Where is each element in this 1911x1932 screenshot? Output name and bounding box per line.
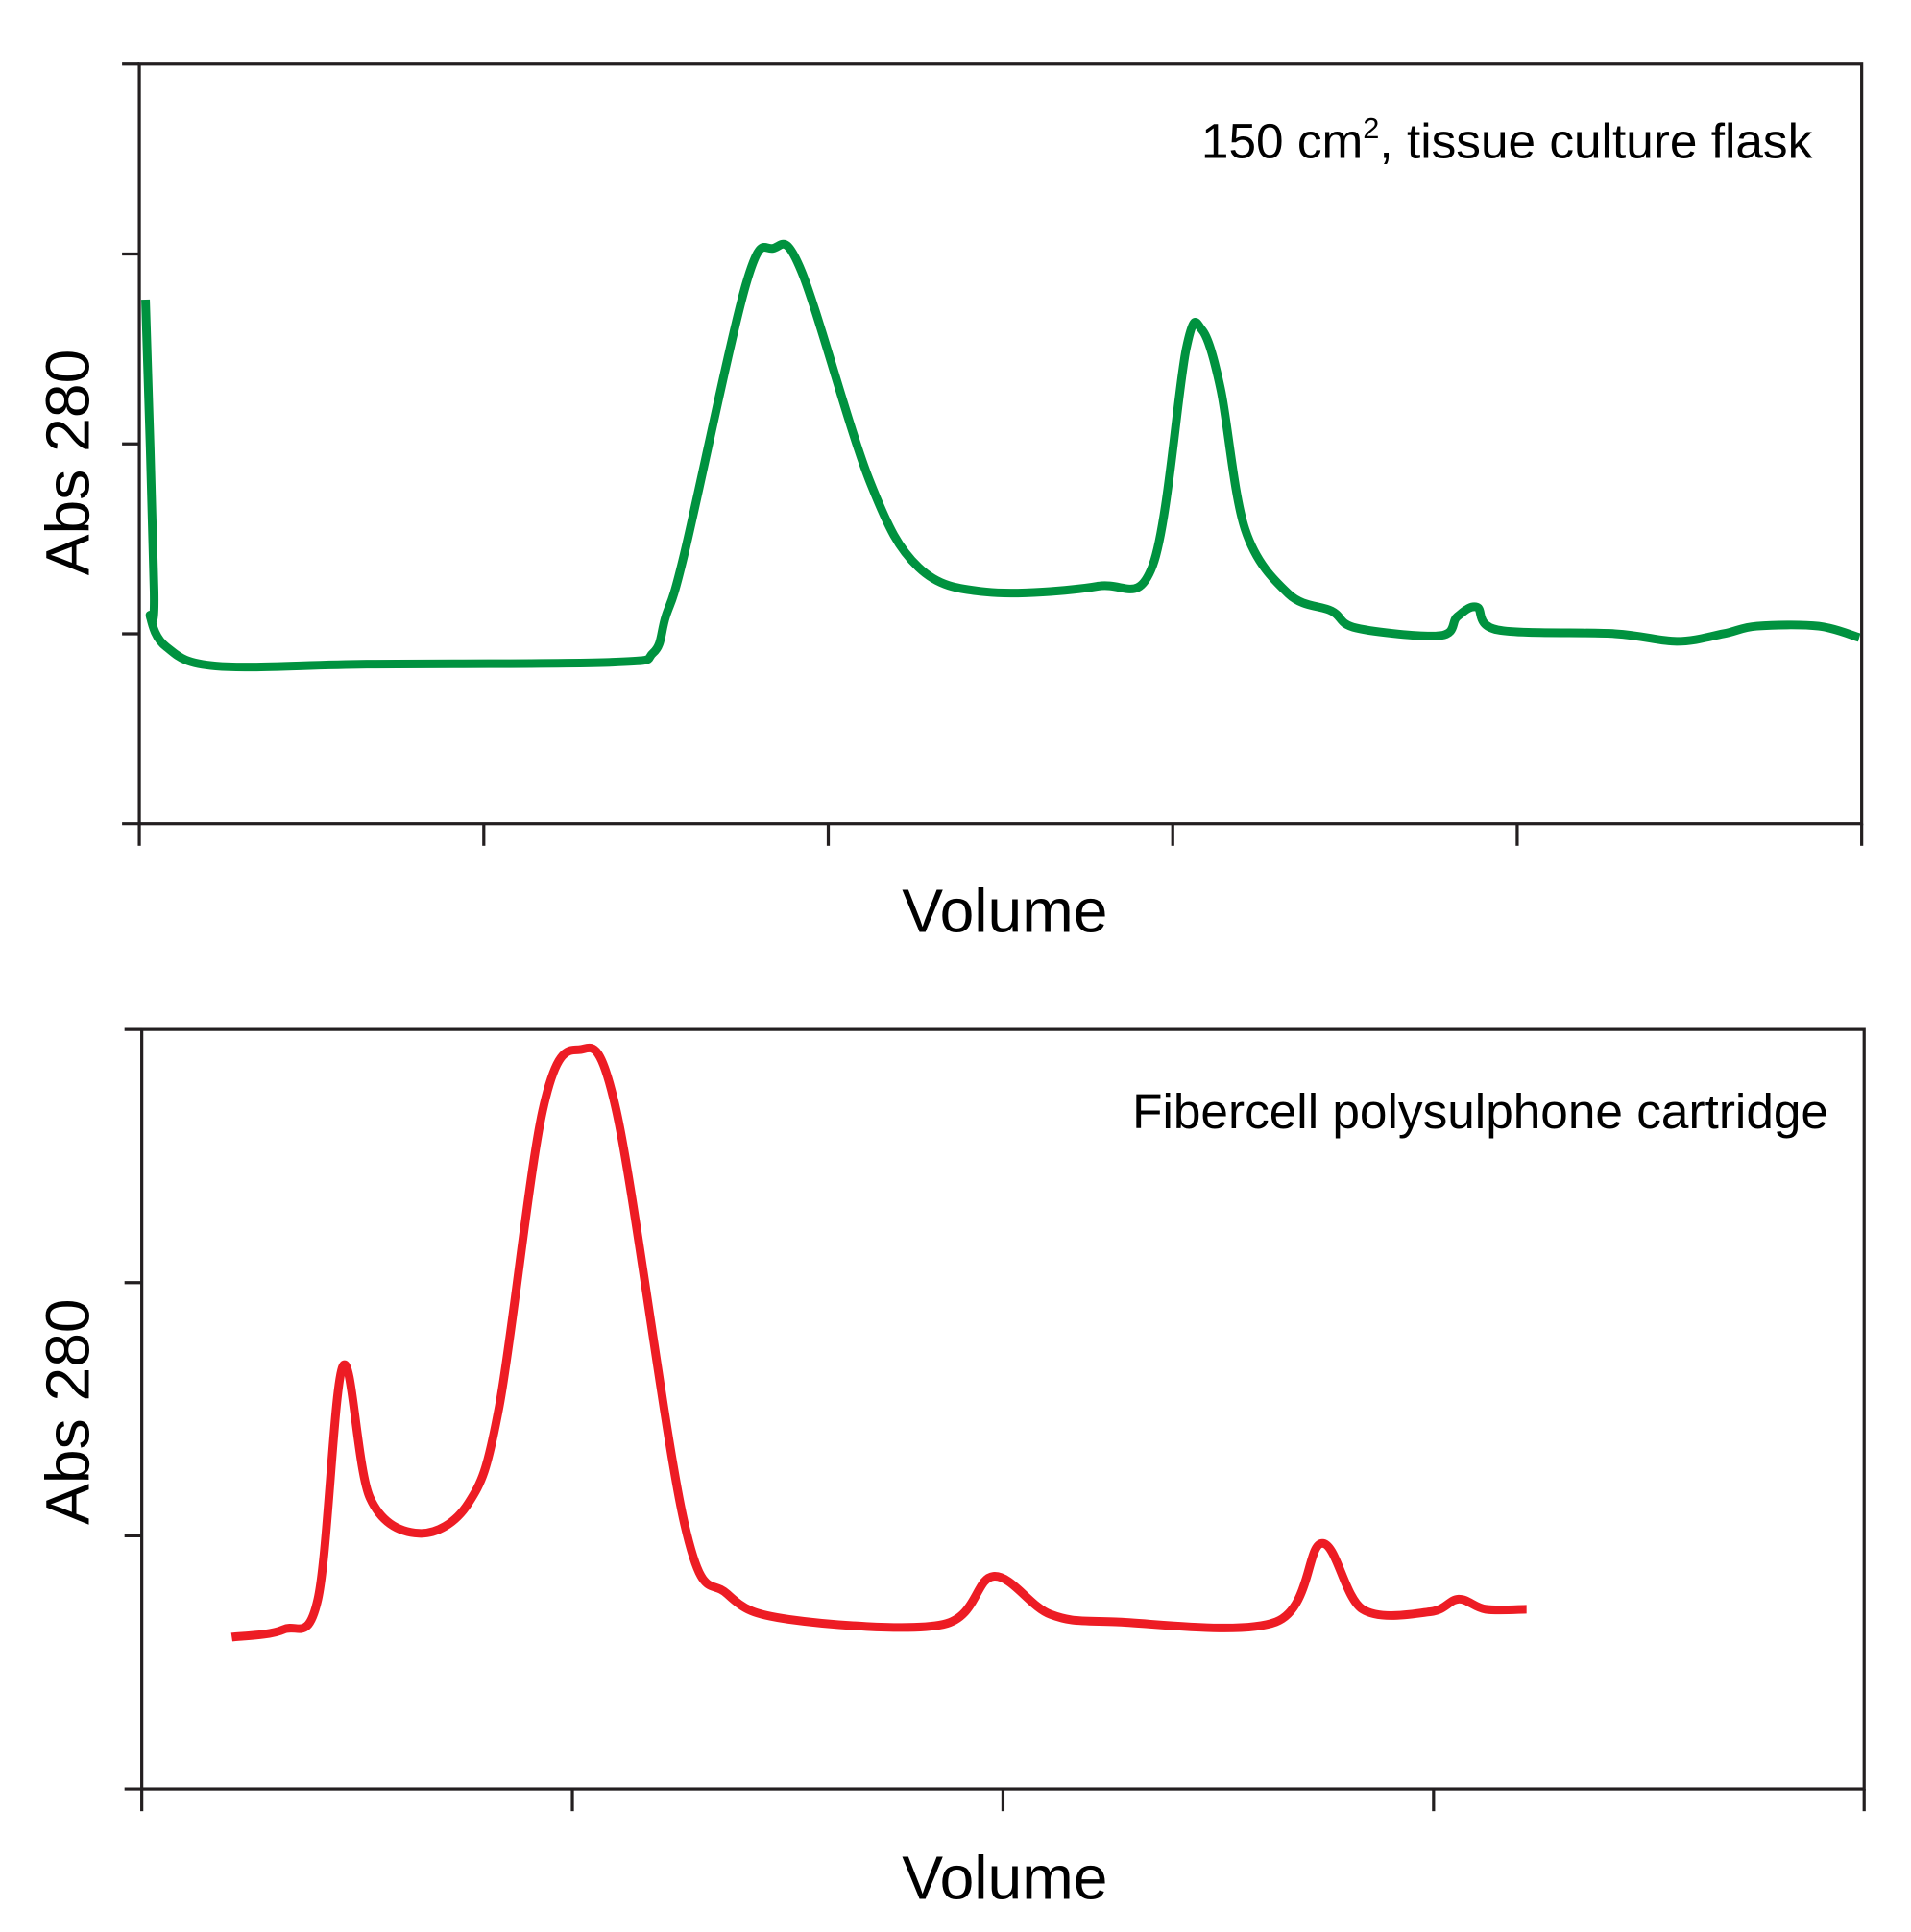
bottom-chart-ylabel: Abs 280	[33, 1298, 102, 1525]
bottom-plot-frame	[140, 1027, 1866, 1791]
bottom-series-line	[230, 1043, 1527, 1642]
bottom-chart-fibercell: Fibercell polysulphone cartridge Volume …	[33, 1027, 1866, 1912]
top-chart-title: 150 cm2, tissue culture flask	[1201, 111, 1813, 169]
top-plot-frame	[137, 62, 1864, 826]
bottom-chart-xlabel: Volume	[902, 1843, 1107, 1912]
top-chart-flask: 150 cm2, tissue culture flask Volume Abs…	[33, 62, 1864, 946]
top-series-line	[141, 239, 1861, 672]
bottom-chart-title: Fibercell polysulphone cartridge	[1132, 1084, 1828, 1139]
top-chart-ylabel: Abs 280	[33, 350, 102, 576]
top-chart-xlabel: Volume	[902, 877, 1107, 946]
